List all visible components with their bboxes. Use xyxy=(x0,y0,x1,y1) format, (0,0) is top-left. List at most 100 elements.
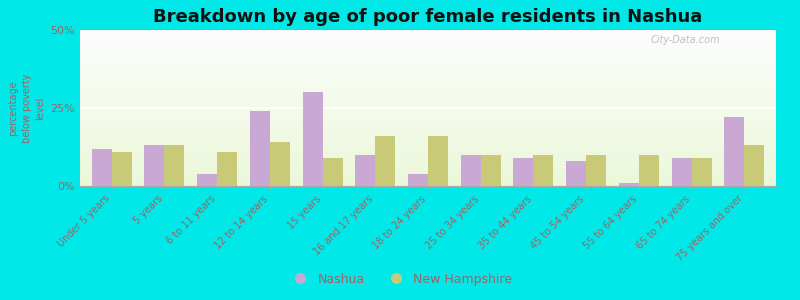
Bar xyxy=(80,36,776,37)
Bar xyxy=(164,146,184,186)
Bar xyxy=(80,169,776,170)
Bar xyxy=(80,174,776,175)
Bar xyxy=(80,173,776,174)
Bar xyxy=(80,71,776,72)
Bar xyxy=(80,125,776,126)
Bar xyxy=(217,152,237,186)
Bar xyxy=(80,147,776,148)
Bar xyxy=(80,140,776,141)
Bar xyxy=(80,60,776,61)
Bar xyxy=(80,166,776,167)
Bar xyxy=(80,77,776,78)
Bar xyxy=(80,177,776,178)
Bar xyxy=(80,70,776,71)
Bar xyxy=(80,123,776,124)
Bar xyxy=(80,137,776,138)
Bar xyxy=(80,157,776,158)
Bar xyxy=(80,158,776,159)
Bar xyxy=(80,101,776,102)
Bar xyxy=(80,83,776,84)
Bar xyxy=(80,72,776,73)
Bar xyxy=(692,158,712,186)
Bar xyxy=(514,158,534,186)
Bar xyxy=(270,142,290,186)
Bar xyxy=(80,81,776,82)
Bar xyxy=(80,42,776,43)
Bar xyxy=(80,92,776,93)
Bar xyxy=(80,132,776,133)
Bar xyxy=(80,48,776,49)
Bar xyxy=(80,107,776,108)
Bar xyxy=(80,86,776,87)
Bar xyxy=(80,150,776,151)
Bar xyxy=(80,52,776,53)
Bar xyxy=(80,127,776,128)
Bar xyxy=(80,69,776,70)
Bar xyxy=(80,46,776,47)
Bar xyxy=(80,128,776,129)
Bar xyxy=(80,93,776,94)
Legend: Nashua, New Hampshire: Nashua, New Hampshire xyxy=(282,268,518,291)
Bar xyxy=(80,76,776,77)
Bar xyxy=(80,154,776,155)
Bar xyxy=(80,58,776,59)
Bar xyxy=(80,50,776,51)
Bar xyxy=(80,167,776,168)
Bar xyxy=(80,90,776,91)
Bar xyxy=(481,155,501,186)
Bar xyxy=(80,145,776,146)
Bar xyxy=(80,87,776,88)
Bar xyxy=(80,38,776,39)
Bar xyxy=(80,134,776,135)
Bar xyxy=(80,168,776,169)
Bar xyxy=(80,44,776,45)
Bar xyxy=(80,103,776,104)
Bar xyxy=(534,155,554,186)
Text: City-Data.com: City-Data.com xyxy=(650,35,720,45)
Bar xyxy=(250,111,270,186)
Bar xyxy=(80,49,776,50)
Bar xyxy=(80,78,776,79)
Bar xyxy=(80,68,776,69)
Bar xyxy=(80,114,776,115)
Bar xyxy=(80,100,776,101)
Bar xyxy=(80,160,776,161)
Bar xyxy=(80,104,776,105)
Bar xyxy=(80,121,776,122)
Bar xyxy=(80,143,776,144)
Bar xyxy=(80,51,776,52)
Title: Breakdown by age of poor female residents in Nashua: Breakdown by age of poor female resident… xyxy=(154,8,702,26)
Bar xyxy=(80,97,776,98)
Bar xyxy=(197,173,217,186)
Bar xyxy=(80,64,776,65)
Bar xyxy=(80,54,776,55)
Bar xyxy=(80,124,776,125)
Bar xyxy=(112,152,132,186)
Bar xyxy=(80,161,776,162)
Bar xyxy=(566,161,586,186)
Bar xyxy=(80,130,776,131)
Bar xyxy=(80,41,776,42)
Bar xyxy=(80,180,776,181)
Bar xyxy=(80,146,776,147)
Bar xyxy=(80,31,776,32)
Bar xyxy=(80,95,776,96)
Bar xyxy=(80,141,776,142)
Bar xyxy=(80,33,776,34)
Bar xyxy=(80,66,776,67)
Bar xyxy=(80,74,776,75)
Bar xyxy=(724,117,744,186)
Bar xyxy=(80,112,776,113)
Bar xyxy=(80,108,776,109)
Bar xyxy=(80,88,776,89)
Bar xyxy=(80,62,776,63)
Bar xyxy=(80,85,776,86)
Bar xyxy=(80,75,776,76)
Bar xyxy=(80,149,776,150)
Bar xyxy=(408,173,428,186)
Bar xyxy=(80,165,776,166)
Bar xyxy=(92,148,112,186)
Bar xyxy=(80,176,776,177)
Bar xyxy=(80,178,776,179)
Bar xyxy=(586,155,606,186)
